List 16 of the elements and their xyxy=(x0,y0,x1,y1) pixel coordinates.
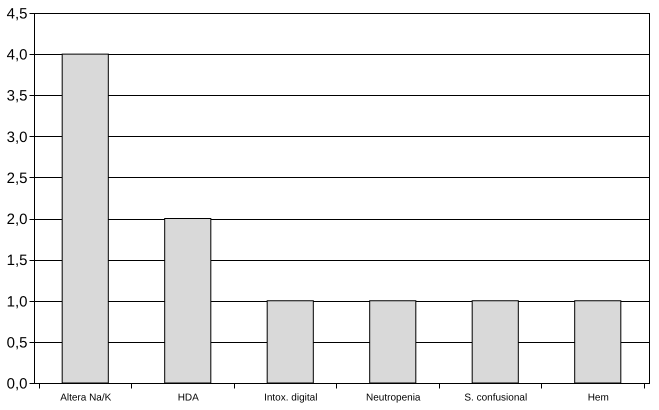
y-tick-label: 3,5 xyxy=(6,88,28,105)
y-tick-label: 1,0 xyxy=(6,293,28,310)
y-tick-label: 1,5 xyxy=(6,252,28,270)
y-tick-label: 0,0 xyxy=(6,376,28,392)
x-tick-label: S. confusional xyxy=(464,392,528,404)
y-tick-label: 2,0 xyxy=(6,211,28,228)
x-tick-label: Hem xyxy=(588,392,609,404)
y-tick-label: 4,0 xyxy=(6,46,28,64)
y-tick-label: 3,0 xyxy=(6,128,28,146)
x-tick-label: Intox. digital xyxy=(264,392,318,404)
y-tick-label: 2,5 xyxy=(6,170,28,187)
y-tick-label: 4,5 xyxy=(6,6,28,22)
x-tick-label: Altera Na/K xyxy=(60,392,112,404)
y-tick-label: 0,5 xyxy=(6,334,28,352)
x-tick-label: Neutropenia xyxy=(366,392,421,404)
x-tick-label: HDA xyxy=(178,392,200,404)
